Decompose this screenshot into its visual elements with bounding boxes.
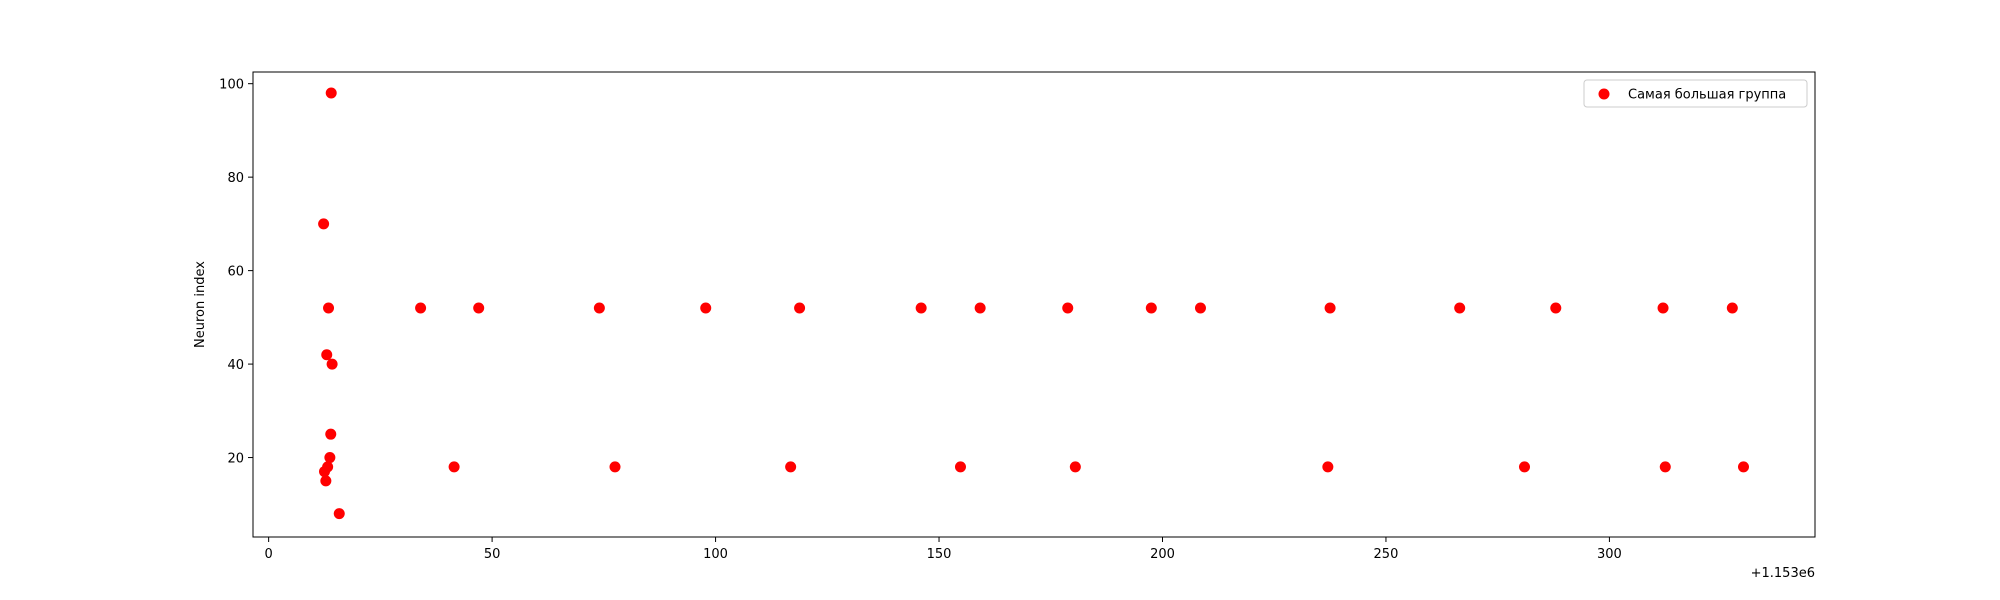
y-axis-label: Neuron index [193, 261, 208, 348]
legend: Самая большая группа [1583, 79, 1808, 108]
data-point [1069, 461, 1081, 473]
data-point [974, 302, 986, 314]
data-points [318, 87, 1749, 520]
data-point [323, 302, 335, 314]
x-axis-ticks: 0 50 100 150 200 250 300 [265, 537, 1622, 562]
data-point [1737, 461, 1749, 473]
data-point [333, 508, 345, 520]
y-tick-label: 60 [227, 265, 244, 280]
data-point [794, 302, 806, 314]
data-point [473, 302, 485, 314]
x-tick-label: 200 [1150, 547, 1175, 562]
x-tick-label: 150 [927, 547, 952, 562]
data-point [1145, 302, 1157, 314]
data-point [1322, 461, 1334, 473]
data-point [322, 461, 334, 473]
y-tick-label: 100 [219, 78, 244, 93]
data-point [320, 475, 332, 487]
data-point [325, 87, 337, 99]
data-point [1518, 461, 1530, 473]
x-tick-label: 300 [1597, 547, 1622, 562]
data-point [1726, 302, 1738, 314]
x-tick-label: 100 [703, 547, 728, 562]
data-point [324, 452, 336, 464]
data-point [954, 461, 966, 473]
data-point [609, 461, 621, 473]
data-point [1194, 302, 1206, 314]
legend-marker [1598, 88, 1610, 100]
data-point [318, 218, 330, 230]
data-point [593, 302, 605, 314]
data-point [325, 428, 337, 440]
plot-area-frame [252, 71, 1816, 538]
data-point [448, 461, 460, 473]
data-point [700, 302, 712, 314]
y-axis-ticks: 20 40 60 80 100 [219, 78, 253, 467]
x-axis-offset-label: +1.153e6 [1751, 566, 1815, 581]
y-tick-label: 80 [227, 171, 244, 186]
x-tick-label: 0 [265, 547, 273, 562]
data-point [321, 349, 333, 361]
data-point [326, 358, 338, 370]
data-point [785, 461, 797, 473]
y-tick-label: 20 [227, 452, 244, 467]
legend-label: Самая большая группа [1628, 88, 1786, 103]
x-tick-label: 50 [484, 547, 501, 562]
data-point [1550, 302, 1562, 314]
data-point [1062, 302, 1074, 314]
x-tick-label: 250 [1374, 547, 1399, 562]
data-point [1659, 461, 1671, 473]
data-point [1657, 302, 1669, 314]
data-point [1324, 302, 1336, 314]
data-point [1454, 302, 1466, 314]
legend-box [1583, 79, 1808, 108]
y-tick-label: 40 [227, 358, 244, 373]
data-point [415, 302, 427, 314]
data-point [915, 302, 927, 314]
